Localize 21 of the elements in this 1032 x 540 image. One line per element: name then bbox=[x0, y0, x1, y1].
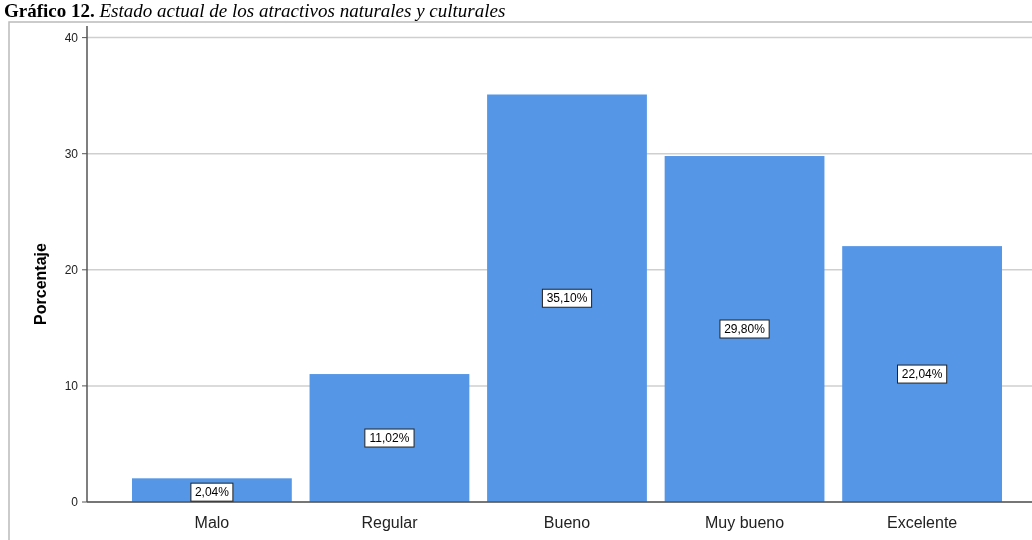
x-tick-label: Bueno bbox=[543, 514, 591, 531]
x-tick-label: Malo bbox=[194, 514, 230, 531]
x-tick-label: Excelente bbox=[886, 514, 958, 531]
data-label: 2,04% bbox=[194, 485, 230, 500]
y-tick-label: 40 bbox=[64, 30, 79, 45]
bar bbox=[309, 374, 470, 502]
bar bbox=[842, 246, 1002, 502]
data-label: 29,80% bbox=[724, 322, 766, 337]
bar bbox=[487, 94, 647, 502]
chart-title: Gráfico 12. Estado actual de los atractivos naturales y culturales bbox=[4, 0, 506, 21]
data-label: 11,02% bbox=[369, 431, 410, 446]
data-label: 35,10% bbox=[546, 291, 588, 306]
y-tick-label: 30 bbox=[64, 146, 79, 161]
x-tick-label: Regular bbox=[361, 514, 419, 531]
y-tick-label: 0 bbox=[71, 495, 79, 510]
data-label: 22,04% bbox=[901, 367, 943, 382]
y-tick-label: 10 bbox=[64, 379, 79, 394]
y-tick-label: 20 bbox=[64, 263, 79, 277]
x-tick-label: Muy bueno bbox=[704, 514, 785, 531]
bar bbox=[664, 156, 825, 502]
y-axis-title: Porcentaje bbox=[32, 242, 49, 325]
